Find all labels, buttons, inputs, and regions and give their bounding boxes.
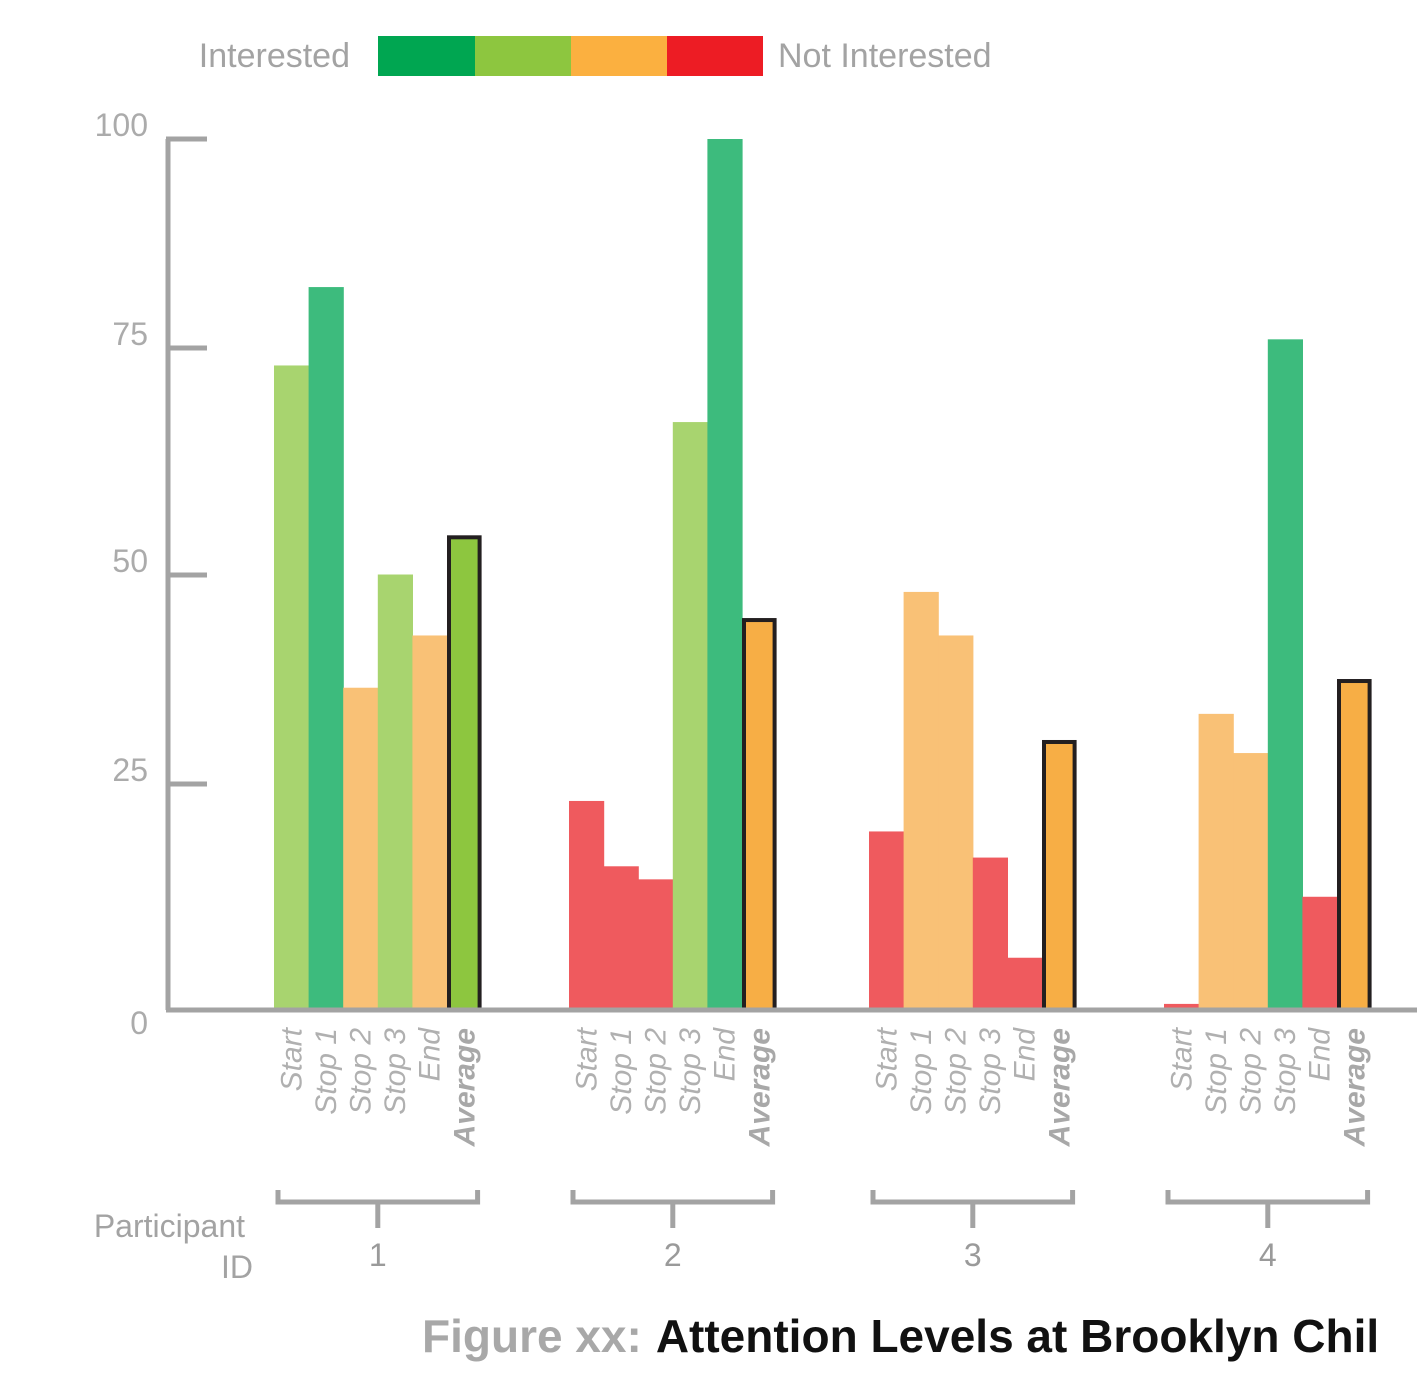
x-category-label: Start — [570, 1026, 603, 1091]
bar-average-p1 — [447, 535, 482, 1012]
x-category-label: Stop 2 — [1235, 1028, 1268, 1115]
x-category-label: Start — [275, 1026, 308, 1091]
x-category-label: End — [709, 1027, 742, 1082]
bar-stop-1-p1 — [308, 287, 344, 1010]
x-category-label: End — [1304, 1027, 1337, 1082]
group-brackets: 1 2 3 4 — [275, 1190, 1371, 1273]
bar-average-p4 — [1337, 679, 1372, 1013]
x-category-label: Stop 1 — [605, 1028, 638, 1115]
bar-average-p2 — [742, 618, 777, 1012]
category-labels: Start Stop 1 Stop 2 Stop 3 End Average Start St… — [275, 1026, 1371, 1147]
bar-start-p2 — [569, 800, 605, 1010]
legend: Interested Not Interested — [199, 36, 992, 76]
x-category-label: Stop 3 — [379, 1028, 412, 1115]
x-category-label: Start — [1165, 1026, 1198, 1091]
bar-start-p3 — [869, 831, 905, 1010]
y-tick-label: 0 — [130, 1005, 148, 1041]
bar-end-p2 — [707, 139, 743, 1010]
group-bracket — [870, 1190, 1076, 1228]
group-bracket — [275, 1190, 481, 1228]
x-category-label: Average — [743, 1028, 776, 1147]
group-bracket — [570, 1190, 776, 1228]
participant-id-label: 2 — [664, 1237, 682, 1273]
x-category-label: Stop 1 — [310, 1028, 343, 1115]
x-category-label: Average — [1338, 1028, 1371, 1147]
bar-stop-3-p4 — [1267, 339, 1303, 1011]
bar-stop-2-p2 — [638, 879, 674, 1010]
x-category-label: Stop 1 — [905, 1028, 938, 1115]
legend-swatch-not-interested — [667, 36, 763, 76]
bar-start-p1 — [274, 365, 310, 1011]
bar-end-p4 — [1302, 896, 1338, 1010]
legend-swatch-somewhat-interested — [475, 36, 571, 76]
bar-stop-2-p1 — [343, 687, 379, 1010]
x-category-label: Average — [448, 1028, 481, 1147]
x-category-label: Stop 1 — [1200, 1028, 1233, 1115]
legend-not-interested-label: Not Interested — [778, 37, 992, 75]
bar-stop-3-p3 — [972, 857, 1008, 1010]
group-bracket — [1165, 1190, 1371, 1228]
bar-stop-3-p1 — [377, 574, 413, 1010]
bars — [274, 139, 1372, 1013]
bar-end-p1 — [412, 635, 448, 1010]
x-axis-title-line1: Participant — [94, 1208, 245, 1244]
x-category-label: Stop 2 — [940, 1028, 973, 1115]
y-tick-label: 50 — [112, 543, 148, 579]
caption-prefix: Figure xx: — [422, 1310, 642, 1362]
bar-start-p4 — [1164, 1003, 1200, 1010]
bar-end-p3 — [1007, 957, 1043, 1010]
y-axis-ticks: 0 25 50 75 100 — [95, 107, 207, 1041]
legend-swatch-interested — [378, 36, 475, 76]
bar-stop-2-p4 — [1233, 753, 1269, 1010]
x-category-label: Average — [1043, 1028, 1076, 1147]
x-axis-title-line2: ID — [221, 1249, 253, 1285]
bar-stop-1-p4 — [1198, 713, 1234, 1010]
participant-id-label: 3 — [964, 1237, 982, 1273]
x-category-label: Stop 2 — [640, 1028, 673, 1115]
bar-average-p3 — [1042, 739, 1077, 1012]
y-tick-label: 25 — [112, 752, 148, 788]
x-category-label: Stop 3 — [674, 1028, 707, 1115]
x-category-label: Start — [870, 1026, 903, 1091]
x-category-label: End — [414, 1027, 447, 1082]
y-tick-label: 75 — [112, 316, 148, 352]
figure-caption: Figure xx: Attention Levels at Brooklyn C… — [422, 1310, 1379, 1362]
bar-stop-1-p3 — [903, 591, 939, 1010]
participant-id-label: 1 — [369, 1237, 387, 1273]
x-category-label: End — [1009, 1027, 1042, 1082]
y-tick-label: 100 — [95, 107, 148, 143]
legend-interested-label: Interested — [199, 37, 350, 75]
participant-id-label: 4 — [1259, 1237, 1277, 1273]
x-category-label: Stop 3 — [1269, 1028, 1302, 1115]
bar-stop-1-p2 — [603, 866, 639, 1010]
bar-stop-2-p3 — [938, 635, 974, 1010]
legend-swatch-somewhat-not-interested — [571, 36, 667, 76]
x-category-label: Stop 3 — [974, 1028, 1007, 1115]
caption-title: Attention Levels at Brooklyn Chil — [656, 1310, 1379, 1362]
x-category-label: Stop 2 — [345, 1028, 378, 1115]
bar-stop-3-p2 — [672, 422, 708, 1010]
